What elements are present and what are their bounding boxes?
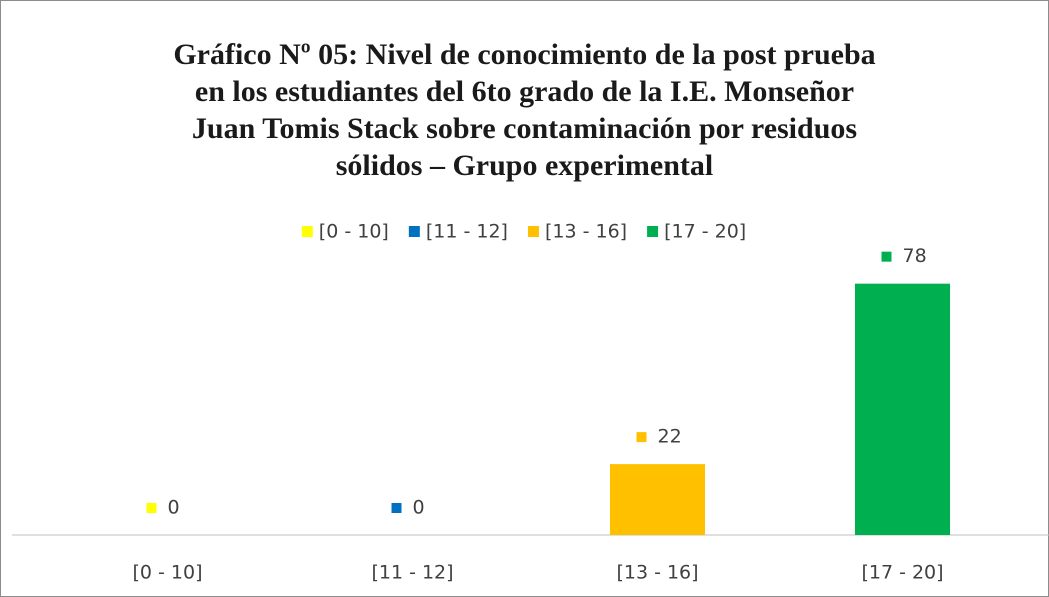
legend-swatch [527, 226, 539, 237]
x-tick-label: [17 - 20] [861, 562, 943, 584]
data-label-swatch [146, 503, 157, 513]
bar [854, 283, 951, 535]
data-label: 78 [903, 245, 927, 267]
x-tick-label: [13 - 16] [616, 562, 698, 584]
legend-label: [17 - 20] [664, 221, 746, 243]
data-label: 22 [658, 426, 682, 448]
data-label: 0 [413, 497, 425, 519]
chart-title: Gráfico Nº 05: Nivel de conocimiento de … [173, 38, 876, 182]
data-label-swatch [391, 503, 402, 513]
data-label-swatch [881, 251, 892, 262]
x-tick-label: [0 - 10] [132, 562, 202, 584]
x-tick-label: [11 - 12] [371, 562, 453, 584]
legend-swatch [301, 226, 313, 237]
bar [609, 464, 706, 535]
data-label-swatch [636, 432, 647, 443]
legend-swatch [408, 226, 420, 237]
legend-label: [11 - 12] [426, 221, 508, 243]
data-label: 0 [168, 497, 180, 519]
legend-label: [0 - 10] [319, 221, 389, 243]
legend-swatch [647, 226, 659, 237]
legend-label: [13 - 16] [545, 221, 627, 243]
